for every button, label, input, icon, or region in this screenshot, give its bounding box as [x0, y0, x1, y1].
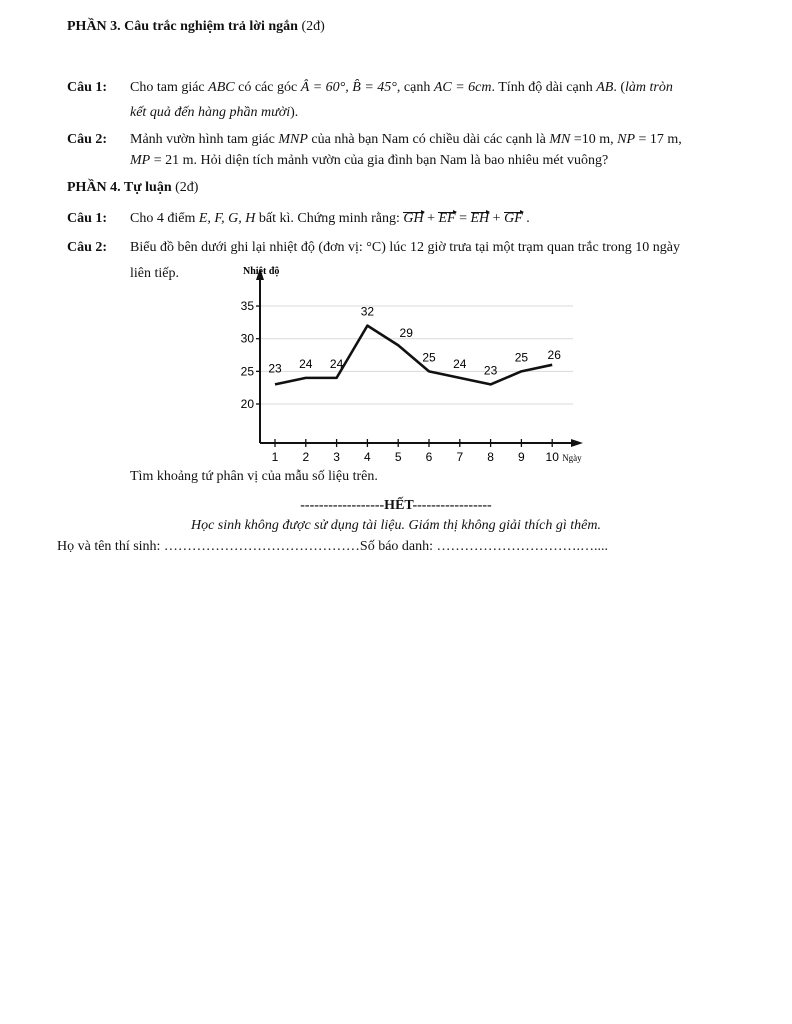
- x-tick-label: 2: [302, 450, 309, 464]
- p4-question2-label: Câu 2:: [67, 240, 108, 255]
- data-label: 23: [484, 363, 498, 377]
- p4-question2-text: Biểu đồ bên dưới ghi lại nhiệt độ (đơn v…: [130, 240, 680, 255]
- y-tick-label: 20: [241, 397, 255, 411]
- y-tick-label: 30: [241, 332, 255, 346]
- p4-question2-ask: Tìm khoảng tứ phân vị của mẫu số liệu tr…: [130, 469, 378, 484]
- x-tick-label: 6: [426, 450, 433, 464]
- part4-heading: PHẦN 4. Tự luận (2đ): [67, 180, 199, 195]
- p4-question1-text: Cho 4 điểm E, F, G, H bất kì. Chứng minh…: [130, 210, 530, 226]
- end-marker: ------------------HẾT-----------------: [300, 498, 492, 513]
- p4-question1-label: Câu 1:: [67, 211, 108, 226]
- x-axis-title: Ngày: [562, 453, 582, 463]
- x-tick-label: 3: [333, 450, 340, 464]
- p3-question1-text: Cho tam giác ABC có các góc Â = 60°, B̂ …: [130, 80, 673, 95]
- data-label: 25: [422, 350, 436, 364]
- data-label: 29: [400, 326, 414, 340]
- data-label: 24: [299, 357, 313, 371]
- data-label: 24: [330, 357, 344, 371]
- candidate-info-line: Họ và tên thí sinh: ……………………………………Số báo…: [57, 539, 609, 554]
- p3-question1-text-cont: kết quả đến hàng phần mười).: [130, 105, 299, 120]
- data-label: 25: [515, 350, 529, 364]
- x-axis-arrow-icon: [571, 439, 583, 447]
- x-tick-label: 9: [518, 450, 525, 464]
- p3-question2-label: Câu 2:: [67, 132, 108, 147]
- data-label: 23: [268, 361, 282, 375]
- part3-heading: PHẦN 3. Câu trắc nghiệm trả lời ngắn (2đ…: [67, 19, 325, 34]
- y-axis-title: Nhiệt độ: [243, 266, 279, 277]
- x-tick-label: 5: [395, 450, 402, 464]
- x-tick-label: 4: [364, 450, 371, 464]
- data-label: 26: [548, 348, 562, 362]
- x-tick-label: 8: [487, 450, 494, 464]
- data-label: 24: [453, 357, 467, 371]
- y-axis-arrow-icon: [256, 268, 264, 280]
- x-tick-label: 1: [272, 450, 279, 464]
- y-tick-label: 35: [241, 299, 255, 313]
- y-tick-label: 25: [241, 364, 255, 378]
- p3-question1-label: Câu 1:: [67, 80, 108, 95]
- p3-question2-text: Mảnh vườn hình tam giác MNP của nhà bạn …: [130, 132, 682, 147]
- p3-question2-text-cont: MP = 21 m. Hỏi diện tích mảnh vườn của g…: [130, 153, 609, 168]
- exam-note: Học sinh không được sử dụng tài liệu. Gi…: [190, 518, 602, 533]
- p4-question2-text-cont: liên tiếp.: [130, 266, 179, 281]
- x-tick-label: 7: [456, 450, 463, 464]
- x-tick-label: 10: [546, 450, 560, 464]
- data-label: 32: [361, 305, 375, 319]
- temperature-line: [274, 324, 553, 386]
